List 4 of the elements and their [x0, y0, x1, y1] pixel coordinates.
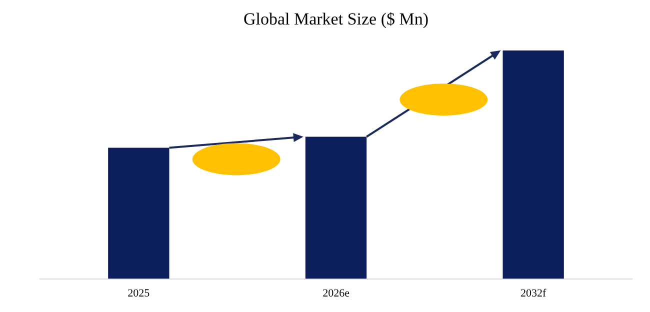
chart-title: Global Market Size ($ Mn)	[243, 10, 429, 29]
x-tick-label: 2032f	[520, 287, 546, 300]
x-tick-label: 2026e	[322, 287, 350, 300]
x-tick-label: 2025	[128, 287, 150, 300]
